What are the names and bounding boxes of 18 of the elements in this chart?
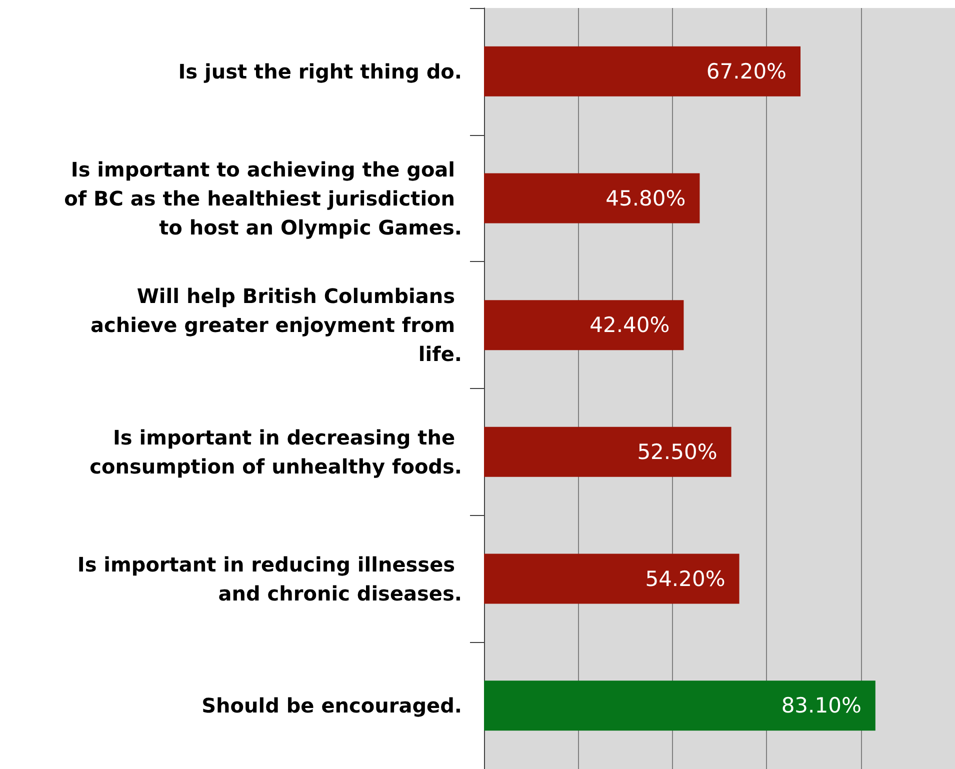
bar: [484, 554, 740, 604]
bar: [484, 426, 732, 477]
bar: [484, 46, 801, 96]
data-label: 42.40%: [590, 313, 670, 338]
bar: [484, 300, 684, 350]
y-tick-label: Is important in decreasing the consumption of unhealthy foods.: [90, 425, 462, 478]
y-tick-label: Should be encouraged.: [202, 694, 462, 718]
y-tick-label: Is important to achieving the goal of BC as the healthiest jurisdiction to host an Olympic Games.: [64, 157, 462, 240]
y-tick-label: Will help British Columbians achieve greater enjoyment from life.: [90, 284, 462, 366]
data-label: 45.80%: [606, 186, 686, 210]
y-tick-label: Is important in reducing illnesses and chronic diseases.: [77, 552, 462, 606]
y-tick-label: Is just the right thing do.: [178, 59, 462, 84]
data-label: 83.10%: [781, 694, 862, 718]
data-label: 67.20%: [706, 59, 787, 84]
data-label: 54.20%: [645, 566, 726, 591]
bar: [484, 680, 876, 731]
bar: [484, 173, 700, 224]
data-label: 52.50%: [637, 440, 718, 464]
